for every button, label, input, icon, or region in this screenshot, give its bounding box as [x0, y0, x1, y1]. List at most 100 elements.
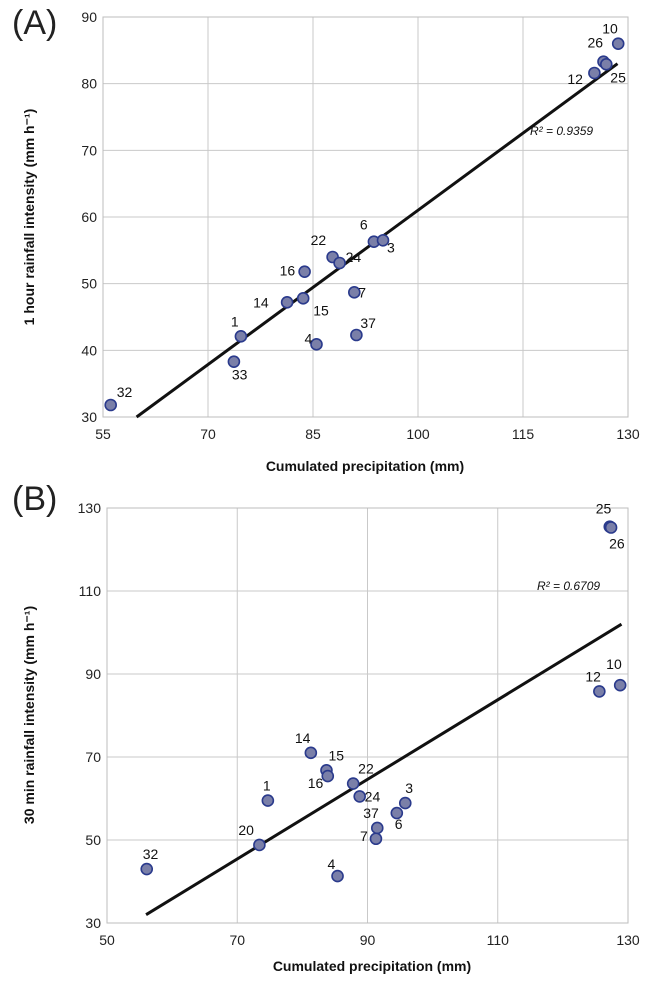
data-point: [599, 58, 613, 71]
point-label: 16: [280, 263, 296, 279]
x-tick-label: 130: [616, 426, 640, 442]
point-label: 20: [238, 822, 254, 838]
point-label: 4: [305, 330, 313, 346]
point-label: 25: [610, 69, 626, 85]
y-tick-label: 30: [85, 915, 101, 931]
data-point: [331, 869, 344, 883]
data-point: [604, 521, 618, 534]
point-label: 26: [609, 536, 625, 552]
point-label: 6: [360, 217, 368, 233]
data-point: [304, 746, 318, 760]
y-tick-label: 70: [85, 749, 101, 765]
trendline: [145, 622, 623, 916]
data-point: [369, 832, 383, 846]
point-label: 16: [308, 775, 324, 791]
x-tick-label: 85: [305, 426, 321, 442]
point-label: 37: [360, 315, 376, 331]
data-point: [398, 796, 412, 810]
data-point: [346, 777, 360, 790]
x-tick-label: 70: [229, 932, 245, 948]
point-label: 10: [602, 21, 618, 37]
data-point: [234, 330, 248, 343]
y-axis-title: 1 hour rainfall intensity (mm h⁻¹): [21, 109, 37, 326]
point-label: 4: [328, 856, 336, 872]
point-label: 6: [395, 816, 403, 832]
data-point: [261, 794, 275, 807]
point-label: 12: [585, 668, 601, 684]
point-label: 1: [231, 313, 239, 329]
data-point: [350, 328, 363, 342]
point-label: 15: [328, 747, 344, 763]
point-label: 37: [363, 805, 379, 821]
y-tick-label: 60: [81, 209, 97, 225]
point-label: 32: [143, 846, 159, 862]
point-label: 10: [606, 656, 622, 672]
data-point: [593, 685, 606, 698]
data-point: [390, 806, 404, 820]
data-point: [613, 678, 627, 692]
point-label: 12: [567, 71, 583, 87]
panel-label-a: (A): [12, 4, 58, 42]
data-point: [321, 769, 335, 783]
data-point: [310, 338, 323, 351]
point-label: 14: [253, 294, 269, 310]
point-label: 33: [232, 367, 248, 383]
y-tick-label: 40: [81, 342, 97, 358]
r-squared-annotation: R² = 0.9359: [530, 124, 593, 138]
x-axis-title: Cumulated precipitation (mm): [273, 958, 471, 974]
point-label: 7: [358, 284, 366, 300]
point-label: 22: [311, 232, 327, 248]
data-point: [280, 296, 294, 309]
r-squared-annotation: R² = 0.6709: [537, 579, 600, 593]
plot-frame: [102, 16, 629, 418]
data-point: [347, 286, 361, 299]
x-tick-label: 90: [360, 932, 376, 948]
point-label: 7: [360, 828, 368, 844]
data-point: [376, 234, 390, 247]
point-label: 14: [295, 730, 311, 746]
y-tick-label: 90: [85, 666, 101, 682]
y-tick-label: 80: [81, 76, 97, 92]
x-tick-label: 55: [95, 426, 111, 442]
data-point: [253, 838, 266, 852]
point-label: 25: [596, 501, 612, 517]
point-label: 32: [117, 384, 133, 400]
x-axis-title: Cumulated precipitation (mm): [266, 458, 464, 474]
y-tick-label: 50: [85, 832, 101, 848]
point-label: 3: [405, 780, 413, 796]
x-tick-label: 115: [512, 426, 535, 442]
y-tick-label: 90: [81, 9, 97, 25]
data-point: [588, 66, 601, 80]
point-label: 26: [588, 35, 604, 51]
point-label: 3: [387, 239, 395, 255]
data-point: [333, 256, 346, 270]
point-label: 1: [263, 778, 271, 794]
point-label: 15: [313, 302, 329, 318]
data-point: [227, 355, 241, 368]
data-point: [611, 37, 625, 50]
plot-frame: [106, 507, 629, 924]
data-point: [298, 265, 311, 278]
y-tick-label: 30: [81, 409, 97, 425]
data-point: [140, 862, 154, 876]
y-tick-label: 130: [78, 500, 102, 516]
x-tick-label: 50: [99, 932, 115, 948]
x-tick-label: 100: [406, 426, 430, 442]
y-axis-title: 30 min rainfall intensity (mm h⁻¹): [21, 606, 37, 824]
point-label: 24: [365, 788, 381, 804]
panel-label-b: (B): [12, 480, 58, 518]
x-tick-label: 110: [487, 932, 510, 948]
point-label: 22: [358, 761, 374, 777]
data-point: [370, 821, 384, 835]
y-tick-label: 50: [81, 276, 97, 292]
point-label: 24: [346, 249, 362, 265]
data-point: [104, 398, 117, 412]
y-tick-label: 70: [81, 142, 97, 158]
data-point: [296, 292, 310, 305]
data-point: [353, 790, 366, 803]
y-tick-label: 110: [79, 583, 102, 599]
x-tick-label: 130: [616, 932, 640, 948]
x-tick-label: 70: [200, 426, 216, 442]
